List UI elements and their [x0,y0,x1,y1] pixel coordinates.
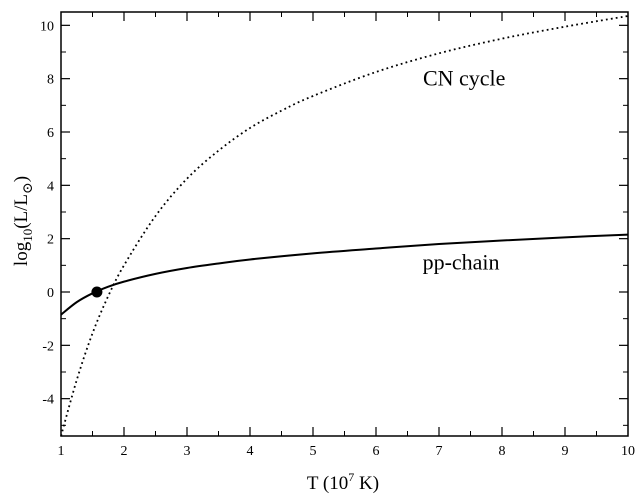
x-tick-label: 3 [184,444,191,459]
y-axis-label: log10(L/L⊙) [11,176,36,266]
y-tick-label: 0 [47,286,54,301]
annotation-cn-cycle: CN cycle [423,65,505,90]
x-tick-label: 4 [247,444,254,459]
x-tick-label: 9 [562,444,569,459]
y-tick-label: -2 [42,339,54,354]
y-tick-label: -4 [42,393,54,408]
x-axis-ticks: 1 2 3 4 5 6 7 8 9 10 [58,12,635,459]
y-tick-label: 4 [47,179,54,194]
x-tick-label: 5 [310,444,317,459]
x-tick-label: 6 [373,444,380,459]
y-tick-label: 10 [40,19,54,34]
y-tick-label: 2 [47,233,54,248]
series-layer [60,15,629,437]
sun-marker-point [91,286,103,298]
pp-chain-line [60,233,629,316]
x-axis-label: T (107 K) [307,470,379,494]
x-tick-label: 10 [621,444,635,459]
cn-cycle-line [60,15,629,437]
annotation-layer: CN cycle pp-chain [423,65,506,274]
annotation-pp-chain: pp-chain [423,249,500,274]
y-tick-label: 6 [47,126,54,141]
plot-area: 1 2 3 4 5 6 7 8 9 10 -4 -2 0 2 4 6 8 10 CN cycle pp-chain [40,11,635,459]
y-axis-ticks: -4 -2 0 2 4 6 8 10 [40,19,628,426]
x-tick-label: 7 [436,444,443,459]
plot-frame [60,11,629,437]
y-tick-label: 8 [47,73,54,88]
x-tick-label: 1 [58,444,65,459]
marker-layer [91,286,103,298]
x-tick-label: 2 [121,444,128,459]
x-tick-label: 8 [499,444,506,459]
